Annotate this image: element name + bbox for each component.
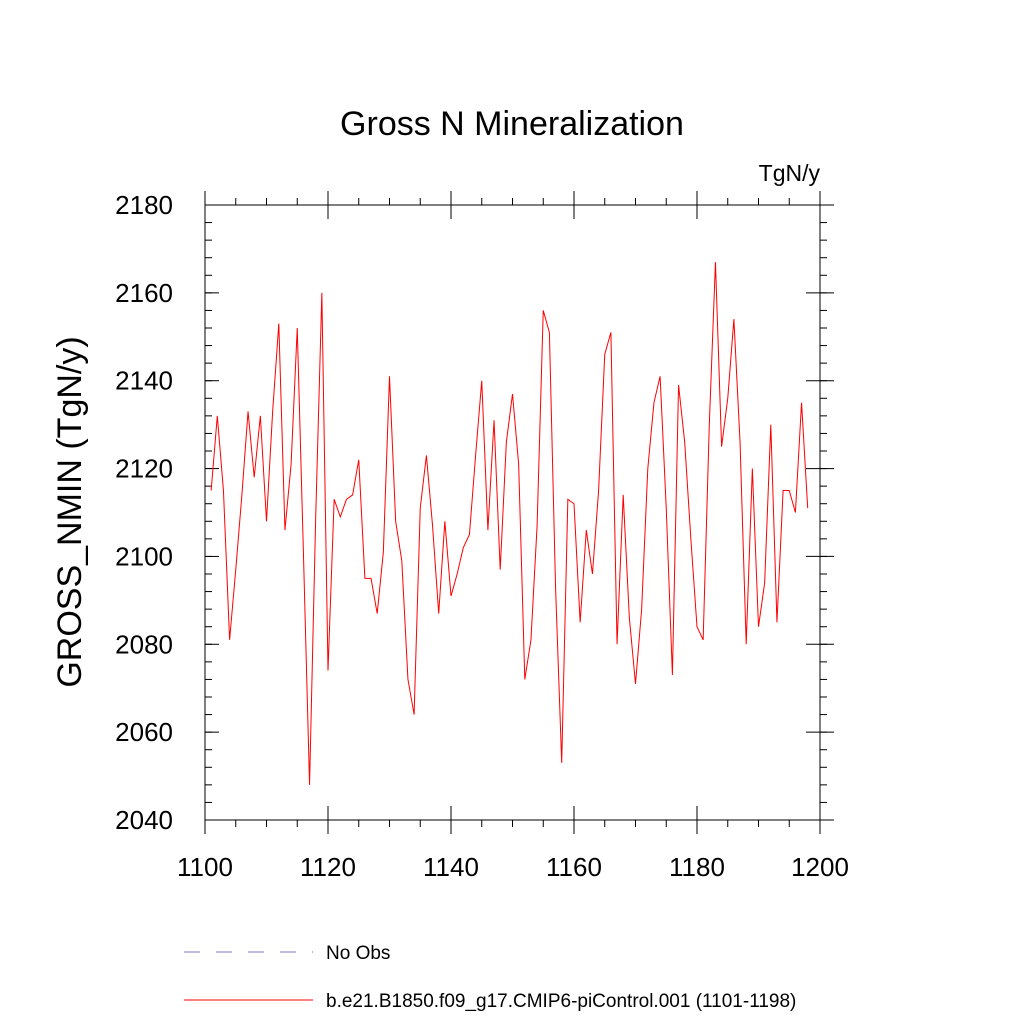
y-tick-label: 2160 (115, 278, 173, 308)
y-tick-label: 2060 (115, 717, 173, 747)
plot-frame (204, 204, 821, 821)
x-tick-label: 1100 (177, 852, 233, 882)
x-tick-label: 1140 (423, 852, 479, 882)
y-tick-label: 2040 (115, 805, 173, 835)
x-tick-label: 1160 (546, 852, 602, 882)
series-line (210, 262, 809, 785)
y-tick-label: 2140 (115, 366, 173, 396)
y-tick-label: 2080 (115, 629, 173, 659)
chart-title: Gross N Mineralization (340, 105, 684, 143)
y-tick-label: 2100 (115, 541, 173, 571)
series-layer (210, 262, 809, 785)
legend-label: No Obs (326, 943, 390, 964)
x-tick-label: 1200 (791, 852, 849, 882)
y-tick-label: 2180 (115, 190, 173, 220)
axis-ticks (204, 191, 834, 834)
units-label: TgN/y (759, 160, 821, 186)
legend-label: b.e21.B1850.f09_g17.CMIP6-piControl.001 … (326, 991, 796, 1012)
axis-tick-labels: 1100 1120 1140 1160 1180 1200 2040 2060 2080 2100… (115, 190, 849, 882)
y-axis-label: GROSS_NMIN (TgN/y) (51, 336, 89, 687)
legend: No Obs b.e21.B1850.f09_g17.CMIP6-piContro… (184, 943, 796, 1012)
y-tick-label: 2120 (115, 454, 173, 484)
x-tick-label: 1180 (669, 852, 725, 882)
x-tick-label: 1120 (300, 852, 356, 882)
